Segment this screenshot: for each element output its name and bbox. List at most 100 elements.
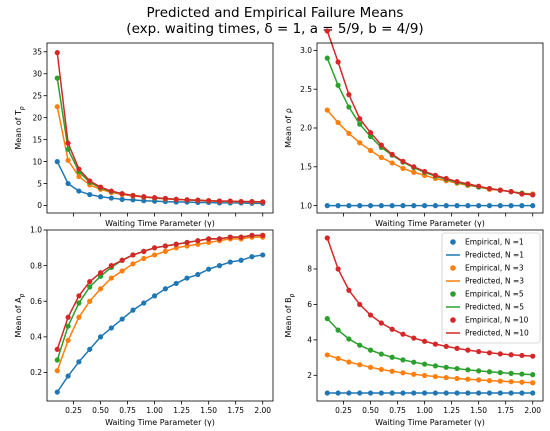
data-point (97, 184, 104, 190)
series-line-n5 (326, 57, 533, 196)
data-point (76, 166, 82, 172)
data-point (378, 203, 384, 209)
data-point (476, 348, 482, 355)
data-point (400, 331, 406, 337)
data-point (65, 157, 71, 163)
legend-label: Predicted, N =10 (465, 329, 529, 338)
data-point (389, 390, 395, 396)
data-point (454, 390, 460, 396)
data-point (184, 197, 190, 203)
data-point (54, 159, 60, 165)
data-point (206, 236, 212, 242)
data-point (454, 345, 460, 351)
data-point (357, 342, 363, 348)
data-point (497, 187, 503, 193)
data-point (130, 252, 136, 258)
data-point (530, 380, 536, 386)
data-point (389, 368, 395, 374)
data-point (486, 390, 493, 396)
y-tick-label: 0.6 (30, 297, 42, 306)
data-point (367, 133, 374, 140)
data-point (227, 259, 233, 265)
data-point (486, 203, 493, 209)
data-point (76, 314, 82, 320)
data-point (87, 191, 93, 198)
x-tick-label: 0.25 (65, 406, 82, 415)
x-axis-label: Waiting Time Parameter (γ) (105, 219, 215, 228)
data-point (335, 82, 341, 88)
data-point (97, 273, 104, 279)
data-point (335, 59, 341, 65)
data-point (151, 293, 158, 299)
data-point (508, 352, 514, 358)
legend-marker (450, 291, 456, 297)
data-point (108, 195, 114, 201)
data-point (421, 361, 428, 367)
y-tick-label: 0.4 (30, 333, 42, 342)
data-point (346, 92, 352, 98)
data-point (378, 320, 384, 326)
series-line-n10 (326, 30, 533, 196)
panel-mean-t-rho: 0 5 10 15 20 25 30 35 Waiting Time Parameter (γ)… (14, 42, 274, 228)
data-point (346, 287, 352, 293)
data-point (76, 173, 82, 180)
axes-frame (46, 229, 274, 402)
data-point (227, 234, 233, 240)
legend-label: Predicted, N =3 (465, 277, 524, 286)
data-point (151, 195, 158, 201)
data-point (108, 188, 114, 194)
data-point (432, 363, 439, 369)
data-point (519, 203, 525, 209)
y-tick-label: 10 (32, 157, 42, 166)
data-point (486, 350, 493, 356)
data-point (97, 286, 104, 292)
x-tick-label: 0.50 (362, 406, 379, 415)
x-tick-label: 2.00 (524, 406, 541, 415)
y-tick-label: 30 (32, 69, 42, 78)
data-point (378, 390, 384, 396)
data-point (324, 316, 330, 322)
x-axis-label: Waiting Time Parameter (γ) (375, 418, 485, 427)
data-point (443, 364, 449, 370)
data-point (108, 263, 114, 269)
x-tick-label: 0.75 (119, 406, 136, 415)
y-tick-label: 0 (37, 201, 42, 210)
data-point (443, 343, 449, 350)
data-point (346, 203, 352, 209)
data-point (367, 130, 374, 136)
data-point (497, 370, 503, 376)
data-point (76, 300, 82, 306)
data-point (530, 203, 536, 209)
y-tick-label: 25 (32, 91, 42, 100)
series-line-n1 (56, 254, 263, 393)
y-tick-label: 1.0 (30, 226, 42, 235)
data-point (411, 169, 417, 175)
data-point (421, 168, 428, 175)
data-point (54, 104, 60, 110)
data-point (65, 140, 71, 146)
data-point (119, 196, 125, 202)
axes-frame (316, 229, 544, 402)
x-tick-label: 2.00 (254, 406, 271, 415)
data-point (335, 119, 341, 126)
data-point (465, 203, 471, 209)
data-point (476, 368, 482, 374)
data-point (206, 198, 212, 204)
y-tick-label: 8 (307, 265, 312, 274)
y-tick-label: 6 (307, 300, 312, 309)
y-tick-label: 35 (32, 47, 42, 56)
data-point (497, 351, 503, 357)
data-point (530, 353, 536, 359)
y-tick-label: 2 (307, 371, 312, 380)
y-tick-label: 3.0 (300, 46, 312, 55)
series-line-n3 (56, 106, 263, 203)
y-axis-label: Mean of ρ (284, 108, 293, 148)
y-axis-label: Mean of Aρ (14, 293, 26, 337)
legend-label: Empirical, N =10 (465, 316, 529, 325)
x-tick-label: 1.75 (227, 406, 244, 415)
data-point (519, 371, 525, 377)
x-tick-label: 0.75 (389, 406, 406, 415)
data-point (497, 378, 503, 384)
y-tick-label: 0.2 (30, 368, 42, 377)
data-point (195, 271, 201, 278)
